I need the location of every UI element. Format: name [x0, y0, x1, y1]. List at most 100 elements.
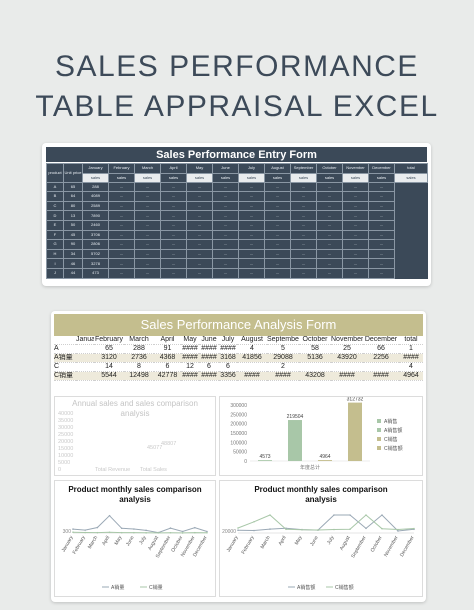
entry-form-title: Sales Performance Entry Form	[46, 147, 427, 163]
analysis-cell: ####	[219, 344, 237, 355]
line-point	[96, 531, 99, 534]
entry-cell: ...	[108, 191, 135, 202]
entry-header-month: August	[264, 163, 291, 174]
entry-cell: ...	[186, 210, 213, 221]
entry-cell: ...	[368, 267, 395, 279]
analysis-cell: ####	[237, 371, 267, 382]
entry-cell: ...	[186, 258, 213, 269]
bar-legend-label: A销售额	[384, 427, 402, 434]
annual-bar-chart: 300000 250000 200000 150000 100000 50000 0 4573…	[230, 397, 402, 471]
analysis-header-cell: November	[331, 336, 363, 346]
line-point	[349, 528, 351, 531]
entry-cell: 45	[63, 229, 83, 241]
entry-subheader-sales: sales	[108, 172, 135, 183]
entry-subheader-sales: sales	[82, 172, 109, 183]
line-point	[157, 532, 160, 534]
line-point	[253, 520, 255, 523]
entry-row: D 13 7890.................................	[46, 210, 428, 221]
bar-y-tick: 200000	[230, 422, 247, 428]
line-point	[237, 529, 239, 531]
analysis-cell: 3120	[94, 353, 124, 364]
ghost-value-2: 48807	[161, 441, 177, 447]
monthly-sales-chart-panel: Product monthly sales comparison analysi…	[54, 480, 216, 597]
annual-bar-chart-panel: 300000 250000 200000 150000 100000 50000 0 4573…	[219, 396, 423, 476]
line-x-tick: October	[370, 535, 384, 554]
entry-cell: ...	[160, 239, 187, 250]
analysis-cell: 4	[237, 344, 267, 355]
analysis-cell: 8	[124, 362, 154, 373]
line-x-tick: May	[294, 535, 304, 547]
entry-cell: ...	[160, 229, 187, 241]
bar-value-label: 4573	[259, 454, 270, 460]
analysis-cell	[76, 353, 94, 364]
analysis-cell: 91	[154, 344, 181, 355]
analysis-cell: 3168	[219, 353, 237, 364]
analysis-cell: 2256	[363, 353, 399, 364]
entry-cell: ...	[160, 258, 187, 269]
entry-cell: ...	[290, 248, 317, 260]
entry-cell: ...	[264, 219, 291, 231]
entry-cell: ...	[134, 258, 161, 269]
ghost-axis-tick: 35000	[58, 418, 74, 424]
entry-cell: ...	[368, 258, 395, 269]
entry-subheader-sales: sales	[212, 172, 239, 183]
line-point	[181, 532, 184, 534]
analysis-header-cell: October	[299, 336, 331, 346]
entry-cell: ...	[108, 239, 135, 250]
analysis-cell: 5544	[94, 371, 124, 382]
line-point	[72, 528, 74, 530]
entry-cell: ...	[212, 219, 239, 231]
ghost-axis-tick: 25000	[58, 432, 74, 438]
entry-cell: ...	[342, 229, 369, 241]
entry-subheader-sales: sales	[342, 172, 369, 183]
entry-cell: ...	[134, 210, 161, 221]
entry-cell: ...	[342, 191, 369, 202]
analysis-cell: ####	[199, 344, 219, 355]
line-series-2	[237, 514, 415, 531]
entry-cell: ...	[160, 248, 187, 260]
line-series-2	[72, 531, 208, 534]
line-point	[285, 528, 287, 531]
entry-cell: 3706	[82, 229, 109, 241]
line-point	[84, 529, 86, 531]
analysis-header-cell: July	[219, 336, 237, 346]
analysis-cell: ####	[267, 371, 299, 382]
entry-cell: 4089	[82, 191, 109, 202]
entry-cell: ...	[342, 248, 369, 260]
entry-cell: ...	[342, 239, 369, 250]
entry-cell: ...	[160, 191, 187, 202]
entry-header-month: April	[160, 163, 187, 174]
entry-header-unit-price: Unit price	[63, 163, 83, 183]
entry-header-month: March	[134, 163, 161, 174]
entry-cell: ...	[316, 248, 343, 260]
entry-subheader-sales: sales	[238, 172, 265, 183]
entry-cell: ...	[108, 219, 135, 231]
entry-cell: ...	[108, 229, 135, 241]
analysis-cell: ####	[399, 353, 423, 364]
entry-cell-product: I	[46, 258, 64, 269]
entry-header-month: February	[108, 163, 135, 174]
line-point	[84, 531, 86, 534]
bar-value-label: 219504	[287, 414, 304, 420]
analysis-row: A 65 288 91 #### #### #### 4 5 58 25 66 1	[54, 344, 423, 355]
analysis-cell: 42778	[154, 371, 181, 382]
entry-cell: ...	[212, 229, 239, 241]
line-x-tick: June	[309, 535, 320, 548]
analysis-header-cell: January	[76, 336, 94, 346]
entry-cell: ...	[342, 181, 369, 193]
entry-cell: 7890	[82, 210, 109, 221]
entry-cell: ...	[238, 191, 265, 202]
bar-y-tick: 150000	[230, 431, 247, 437]
line-legend-label: C销售额	[335, 584, 354, 591]
entry-cell: ...	[264, 200, 291, 212]
analysis-header-cell: August	[237, 336, 267, 346]
line-point	[333, 514, 335, 516]
analysis-cell	[237, 362, 267, 373]
ghost-axis-tick: 0	[58, 467, 62, 473]
bar-4	[348, 402, 362, 461]
entry-cell: ...	[368, 200, 395, 212]
entry-cell: 46	[63, 258, 83, 269]
entry-cell: ...	[264, 258, 291, 269]
bar-legend-swatch	[377, 419, 381, 423]
